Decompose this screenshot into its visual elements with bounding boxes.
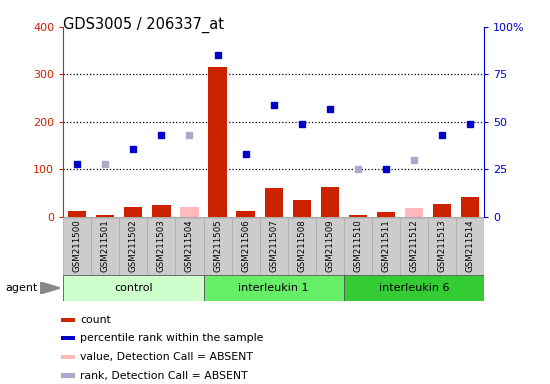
Text: GSM211511: GSM211511 — [381, 219, 390, 272]
Text: value, Detection Call = ABSENT: value, Detection Call = ABSENT — [80, 352, 253, 362]
Text: interleukin 6: interleukin 6 — [378, 283, 449, 293]
Text: GSM211510: GSM211510 — [353, 219, 362, 272]
Bar — [232, 218, 260, 275]
Bar — [152, 205, 170, 217]
Bar — [377, 212, 395, 217]
Text: GSM211514: GSM211514 — [465, 219, 475, 272]
Bar — [61, 355, 75, 359]
Text: GSM211503: GSM211503 — [157, 219, 166, 272]
Text: GSM211508: GSM211508 — [297, 219, 306, 272]
Bar — [124, 207, 142, 217]
Bar — [372, 218, 400, 275]
Bar — [293, 200, 311, 217]
Bar — [208, 67, 227, 217]
Text: interleukin 1: interleukin 1 — [238, 283, 309, 293]
Bar — [316, 218, 344, 275]
Bar — [236, 211, 255, 217]
Polygon shape — [40, 282, 60, 294]
Text: GSM211501: GSM211501 — [101, 219, 110, 272]
Bar — [96, 215, 114, 217]
Text: GSM211502: GSM211502 — [129, 219, 138, 272]
Bar — [119, 218, 147, 275]
Text: agent: agent — [6, 283, 38, 293]
Bar — [400, 218, 428, 275]
Bar — [68, 211, 86, 217]
Bar — [204, 275, 344, 301]
Bar — [175, 218, 204, 275]
Text: GSM211507: GSM211507 — [269, 219, 278, 272]
Text: GSM211513: GSM211513 — [437, 219, 447, 272]
Bar — [204, 218, 232, 275]
Bar — [265, 189, 283, 217]
Text: GDS3005 / 206337_at: GDS3005 / 206337_at — [63, 17, 224, 33]
Bar — [349, 215, 367, 217]
Bar — [61, 373, 75, 377]
Bar — [288, 218, 316, 275]
Bar — [63, 275, 204, 301]
Bar — [344, 275, 484, 301]
Text: GSM211504: GSM211504 — [185, 219, 194, 272]
Bar — [461, 197, 479, 217]
Text: count: count — [80, 315, 111, 325]
Bar — [405, 209, 423, 217]
Bar — [428, 218, 456, 275]
Bar — [456, 218, 484, 275]
Bar — [344, 218, 372, 275]
Text: control: control — [114, 283, 153, 293]
Bar — [61, 318, 75, 322]
Bar — [321, 187, 339, 217]
Text: percentile rank within the sample: percentile rank within the sample — [80, 333, 263, 343]
Bar — [91, 218, 119, 275]
Bar — [260, 218, 288, 275]
Text: GSM211509: GSM211509 — [325, 219, 334, 272]
Text: GSM211500: GSM211500 — [73, 219, 82, 272]
Bar — [63, 218, 91, 275]
Bar — [180, 207, 199, 217]
Text: GSM211505: GSM211505 — [213, 219, 222, 272]
Text: rank, Detection Call = ABSENT: rank, Detection Call = ABSENT — [80, 371, 248, 381]
Bar — [147, 218, 175, 275]
Bar — [433, 204, 451, 217]
Text: GSM211506: GSM211506 — [241, 219, 250, 272]
Bar — [61, 336, 75, 341]
Text: GSM211512: GSM211512 — [409, 219, 419, 272]
